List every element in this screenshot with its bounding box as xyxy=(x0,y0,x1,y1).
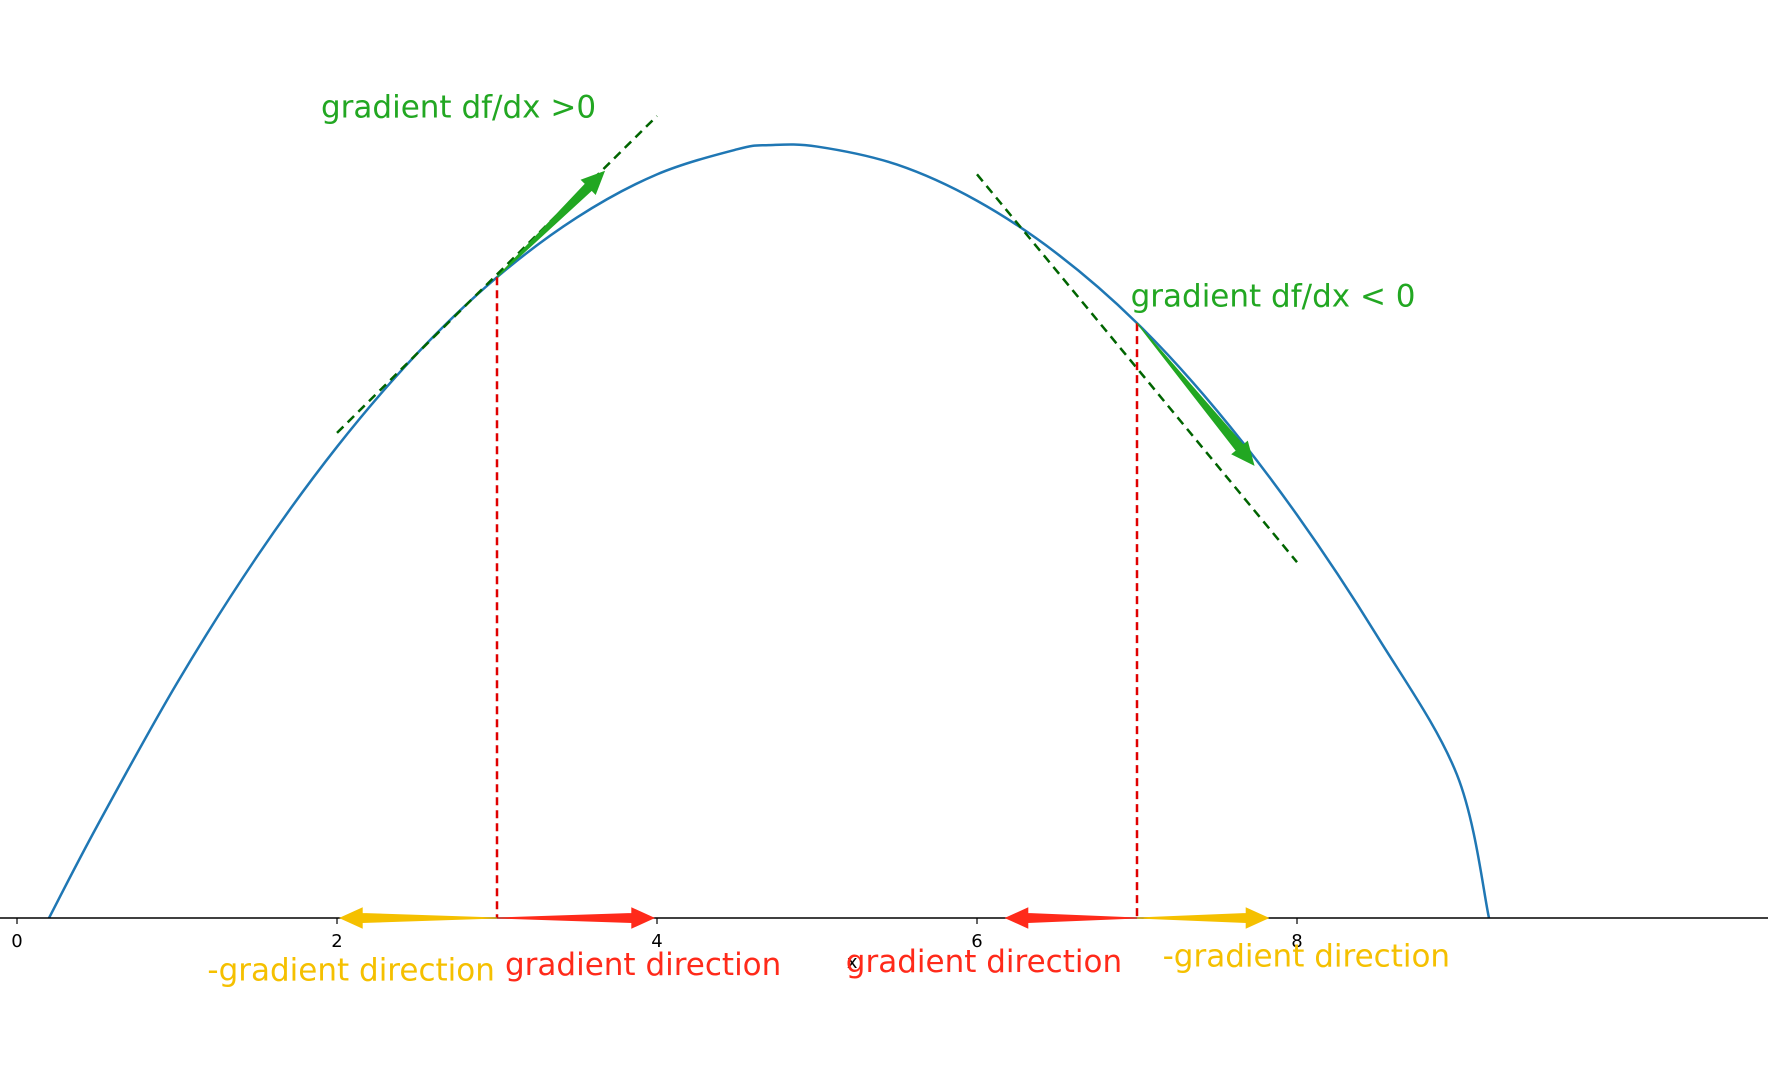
neg-gradient-arrow-left xyxy=(338,907,498,929)
series-line-0 xyxy=(47,143,1491,919)
x-axis: 0 2 4 6 8 x xyxy=(0,917,1768,973)
x-axis-label: x xyxy=(847,952,858,973)
arrow-layer xyxy=(338,170,1270,929)
annot-gradient-direction-left: gradient direction xyxy=(505,947,781,983)
annot-gradient-negative: gradient df/dx < 0 xyxy=(1131,278,1416,314)
slope-arrow-left xyxy=(496,170,606,278)
x-tick-label-0: 0 xyxy=(11,931,22,952)
x-tick-label-6: 6 xyxy=(971,931,982,952)
slope-arrow-right xyxy=(1136,322,1255,466)
gradient-arrow-left xyxy=(496,907,656,929)
gradient-arrow-right xyxy=(1004,907,1138,929)
tangent-line-1 xyxy=(976,173,1298,563)
annotation-layer: gradient df/dx >0 gradient df/dx < 0 -grad… xyxy=(207,89,1450,988)
x-tick-label-8: 8 xyxy=(1291,931,1302,952)
plot-area xyxy=(47,115,1491,919)
x-tick-label-2: 2 xyxy=(331,931,342,952)
tangent-line-0 xyxy=(336,115,658,434)
annot-neg-gradient-direction-right: -gradient direction xyxy=(1163,939,1450,975)
annot-gradient-positive: gradient df/dx >0 xyxy=(321,89,596,125)
neg-gradient-arrow-right xyxy=(1136,907,1270,929)
x-tick-label-4: 4 xyxy=(651,931,662,952)
annot-neg-gradient-direction-left: -gradient direction xyxy=(207,953,494,989)
annot-gradient-direction-right: gradient direction xyxy=(846,944,1122,980)
